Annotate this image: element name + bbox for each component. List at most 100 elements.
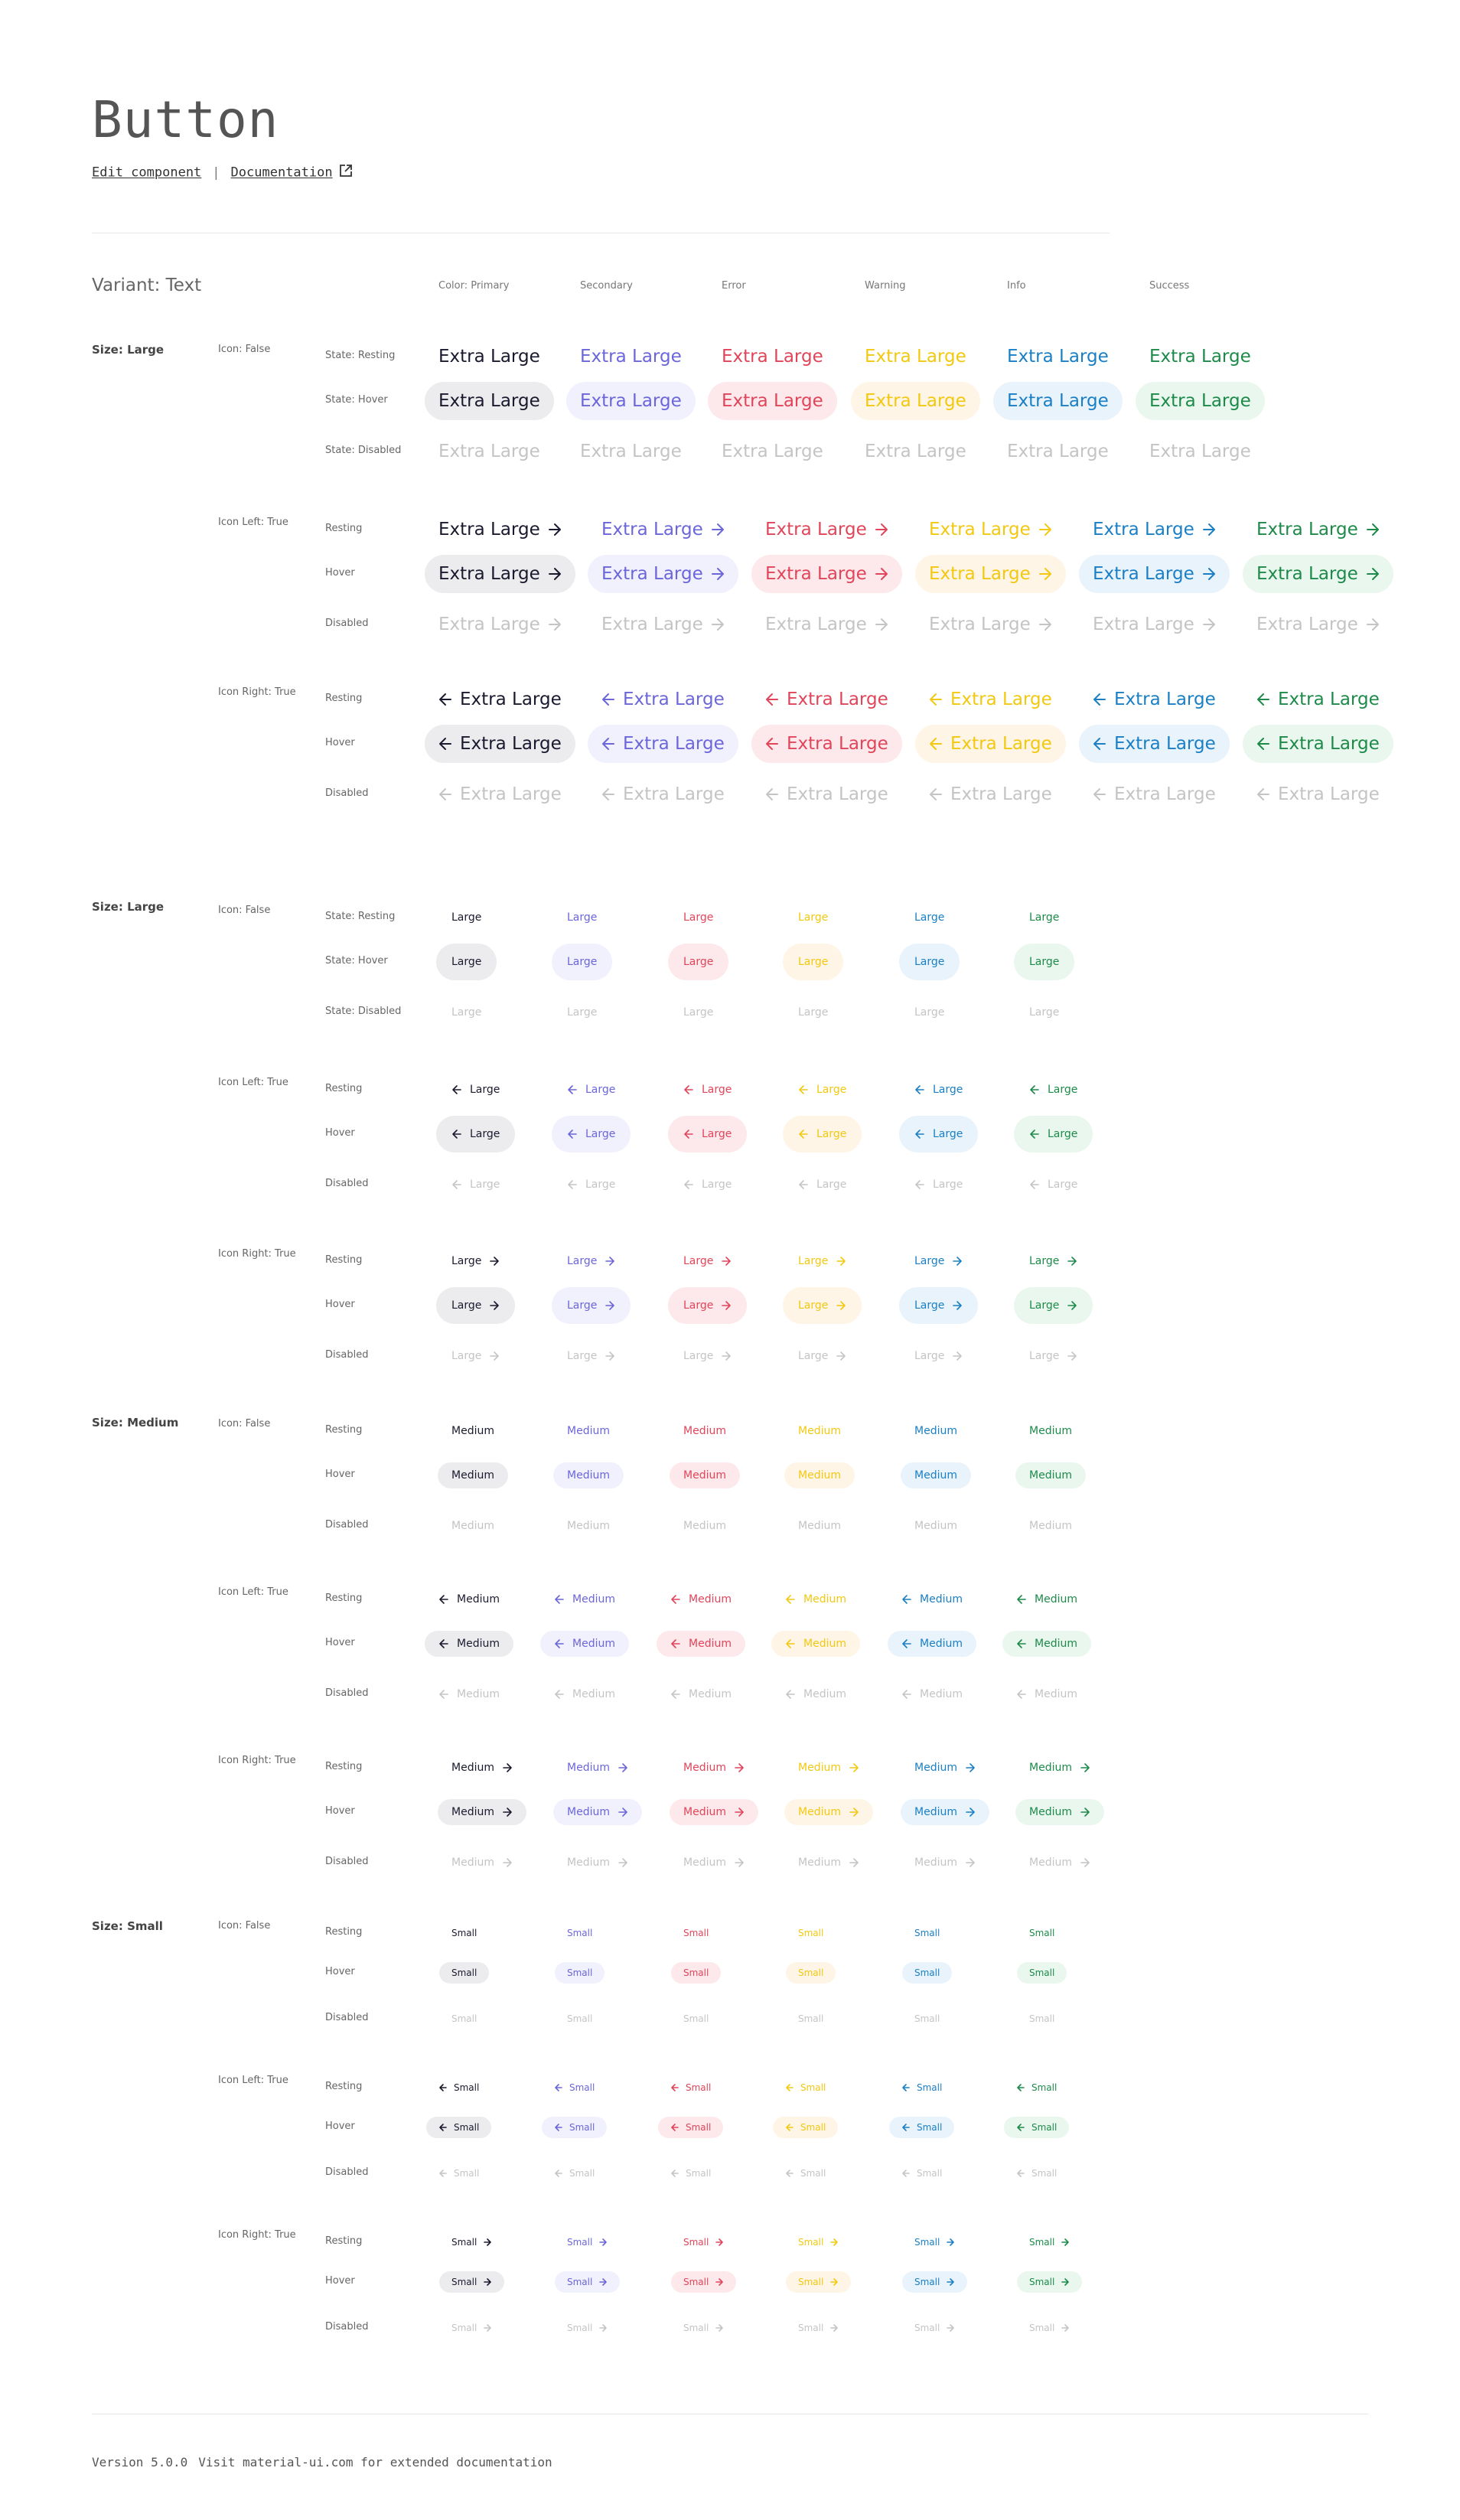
error-resting-button[interactable]: Medium: [670, 1755, 758, 1781]
warning-hover-button[interactable]: Large: [783, 944, 844, 980]
warning-resting-button[interactable]: Large: [783, 1071, 862, 1108]
info-resting-button[interactable]: Extra Large: [993, 337, 1123, 376]
info-resting-button[interactable]: Small: [902, 1922, 952, 1944]
success-resting-button[interactable]: Large: [1014, 899, 1074, 936]
documentation-link[interactable]: Documentation: [230, 165, 333, 181]
error-hover-button[interactable]: Large: [668, 944, 729, 980]
primary-hover-button[interactable]: Medium: [425, 1631, 513, 1657]
success-resting-button[interactable]: Medium: [1015, 1755, 1104, 1781]
warning-hover-button[interactable]: Small: [773, 2117, 839, 2138]
info-resting-button[interactable]: Small: [902, 2231, 967, 2253]
secondary-hover-button[interactable]: Extra Large: [588, 555, 738, 593]
warning-hover-button[interactable]: Large: [783, 1116, 862, 1152]
primary-resting-button[interactable]: Small: [439, 1922, 489, 1944]
warning-hover-button[interactable]: Large: [783, 1287, 862, 1324]
error-hover-button[interactable]: Small: [671, 2271, 737, 2293]
secondary-hover-button[interactable]: Large: [552, 1287, 631, 1324]
warning-hover-button[interactable]: Medium: [771, 1631, 860, 1657]
warning-resting-button[interactable]: Medium: [771, 1586, 860, 1612]
success-hover-button[interactable]: Large: [1014, 944, 1075, 980]
secondary-resting-button[interactable]: Small: [542, 2077, 607, 2098]
external-link-icon[interactable]: [339, 164, 353, 181]
secondary-hover-button[interactable]: Medium: [540, 1631, 629, 1657]
error-hover-button[interactable]: Large: [668, 1287, 748, 1324]
primary-resting-button[interactable]: Large: [436, 1071, 515, 1108]
secondary-hover-button[interactable]: Medium: [553, 1462, 624, 1488]
success-resting-button[interactable]: Large: [1014, 1243, 1093, 1280]
error-resting-button[interactable]: Small: [671, 1922, 721, 1944]
warning-resting-button[interactable]: Small: [773, 2077, 838, 2098]
info-resting-button[interactable]: Medium: [901, 1418, 971, 1444]
secondary-resting-button[interactable]: Extra Large: [588, 680, 738, 719]
primary-resting-button[interactable]: Medium: [438, 1418, 508, 1444]
error-resting-button[interactable]: Large: [668, 1071, 747, 1108]
secondary-resting-button[interactable]: Extra Large: [588, 510, 738, 549]
error-resting-button[interactable]: Medium: [657, 1586, 745, 1612]
error-resting-button[interactable]: Extra Large: [708, 337, 837, 376]
secondary-resting-button[interactable]: Extra Large: [566, 337, 696, 376]
secondary-resting-button[interactable]: Small: [555, 1922, 605, 1944]
edit-component-link[interactable]: Edit component: [92, 165, 202, 181]
primary-hover-button[interactable]: Small: [439, 2271, 505, 2293]
success-resting-button[interactable]: Large: [1014, 1071, 1093, 1108]
info-hover-button[interactable]: Extra Large: [1079, 555, 1230, 593]
primary-resting-button[interactable]: Large: [436, 899, 497, 936]
primary-hover-button[interactable]: Large: [436, 1287, 516, 1324]
secondary-hover-button[interactable]: Extra Large: [566, 382, 696, 420]
info-resting-button[interactable]: Extra Large: [1079, 510, 1230, 549]
secondary-resting-button[interactable]: Large: [552, 1071, 631, 1108]
error-hover-button[interactable]: Large: [668, 1116, 748, 1152]
success-hover-button[interactable]: Extra Large: [1136, 382, 1265, 420]
error-resting-button[interactable]: Medium: [670, 1418, 740, 1444]
info-hover-button[interactable]: Extra Large: [993, 382, 1123, 420]
error-resting-button[interactable]: Large: [668, 1243, 747, 1280]
error-hover-button[interactable]: Medium: [670, 1799, 758, 1825]
success-resting-button[interactable]: Extra Large: [1243, 680, 1393, 719]
success-hover-button[interactable]: Small: [1004, 2117, 1070, 2138]
warning-hover-button[interactable]: Small: [786, 2271, 852, 2293]
success-hover-button[interactable]: Extra Large: [1243, 555, 1393, 593]
secondary-resting-button[interactable]: Large: [552, 1243, 631, 1280]
info-hover-button[interactable]: Large: [899, 1287, 979, 1324]
error-hover-button[interactable]: Extra Large: [751, 725, 902, 763]
primary-resting-button[interactable]: Medium: [425, 1586, 513, 1612]
secondary-resting-button[interactable]: Small: [555, 2231, 620, 2253]
primary-resting-button[interactable]: Small: [439, 2231, 504, 2253]
warning-resting-button[interactable]: Small: [786, 2231, 851, 2253]
success-resting-button[interactable]: Extra Large: [1243, 510, 1393, 549]
info-hover-button[interactable]: Small: [902, 1962, 953, 1984]
warning-resting-button[interactable]: Extra Large: [915, 680, 1066, 719]
error-hover-button[interactable]: Small: [658, 2117, 724, 2138]
success-hover-button[interactable]: Extra Large: [1243, 725, 1393, 763]
info-hover-button[interactable]: Extra Large: [1079, 725, 1230, 763]
warning-resting-button[interactable]: Large: [783, 899, 843, 936]
info-hover-button[interactable]: Large: [899, 1116, 979, 1152]
error-hover-button[interactable]: Extra Large: [708, 382, 837, 420]
primary-hover-button[interactable]: Small: [439, 1962, 490, 1984]
secondary-hover-button[interactable]: Large: [552, 1116, 631, 1152]
error-hover-button[interactable]: Extra Large: [751, 555, 902, 593]
error-resting-button[interactable]: Large: [668, 899, 728, 936]
success-hover-button[interactable]: Medium: [1015, 1799, 1104, 1825]
info-hover-button[interactable]: Medium: [888, 1631, 976, 1657]
error-hover-button[interactable]: Small: [671, 1962, 722, 1984]
info-resting-button[interactable]: Large: [899, 1071, 978, 1108]
info-resting-button[interactable]: Large: [899, 899, 960, 936]
warning-resting-button[interactable]: Medium: [784, 1755, 873, 1781]
primary-hover-button[interactable]: Extra Large: [425, 382, 554, 420]
secondary-hover-button[interactable]: Large: [552, 944, 613, 980]
secondary-hover-button[interactable]: Medium: [553, 1799, 642, 1825]
primary-hover-button[interactable]: Large: [436, 1116, 516, 1152]
primary-hover-button[interactable]: Extra Large: [425, 555, 575, 593]
primary-resting-button[interactable]: Medium: [438, 1755, 526, 1781]
warning-hover-button[interactable]: Extra Large: [915, 725, 1066, 763]
error-resting-button[interactable]: Small: [671, 2231, 736, 2253]
secondary-hover-button[interactable]: Small: [555, 1962, 605, 1984]
success-hover-button[interactable]: Large: [1014, 1287, 1093, 1324]
success-resting-button[interactable]: Small: [1004, 2077, 1069, 2098]
warning-resting-button[interactable]: Medium: [784, 1418, 855, 1444]
primary-hover-button[interactable]: Small: [426, 2117, 492, 2138]
warning-resting-button[interactable]: Large: [783, 1243, 862, 1280]
error-resting-button[interactable]: Extra Large: [751, 680, 902, 719]
success-resting-button[interactable]: Medium: [1015, 1418, 1086, 1444]
